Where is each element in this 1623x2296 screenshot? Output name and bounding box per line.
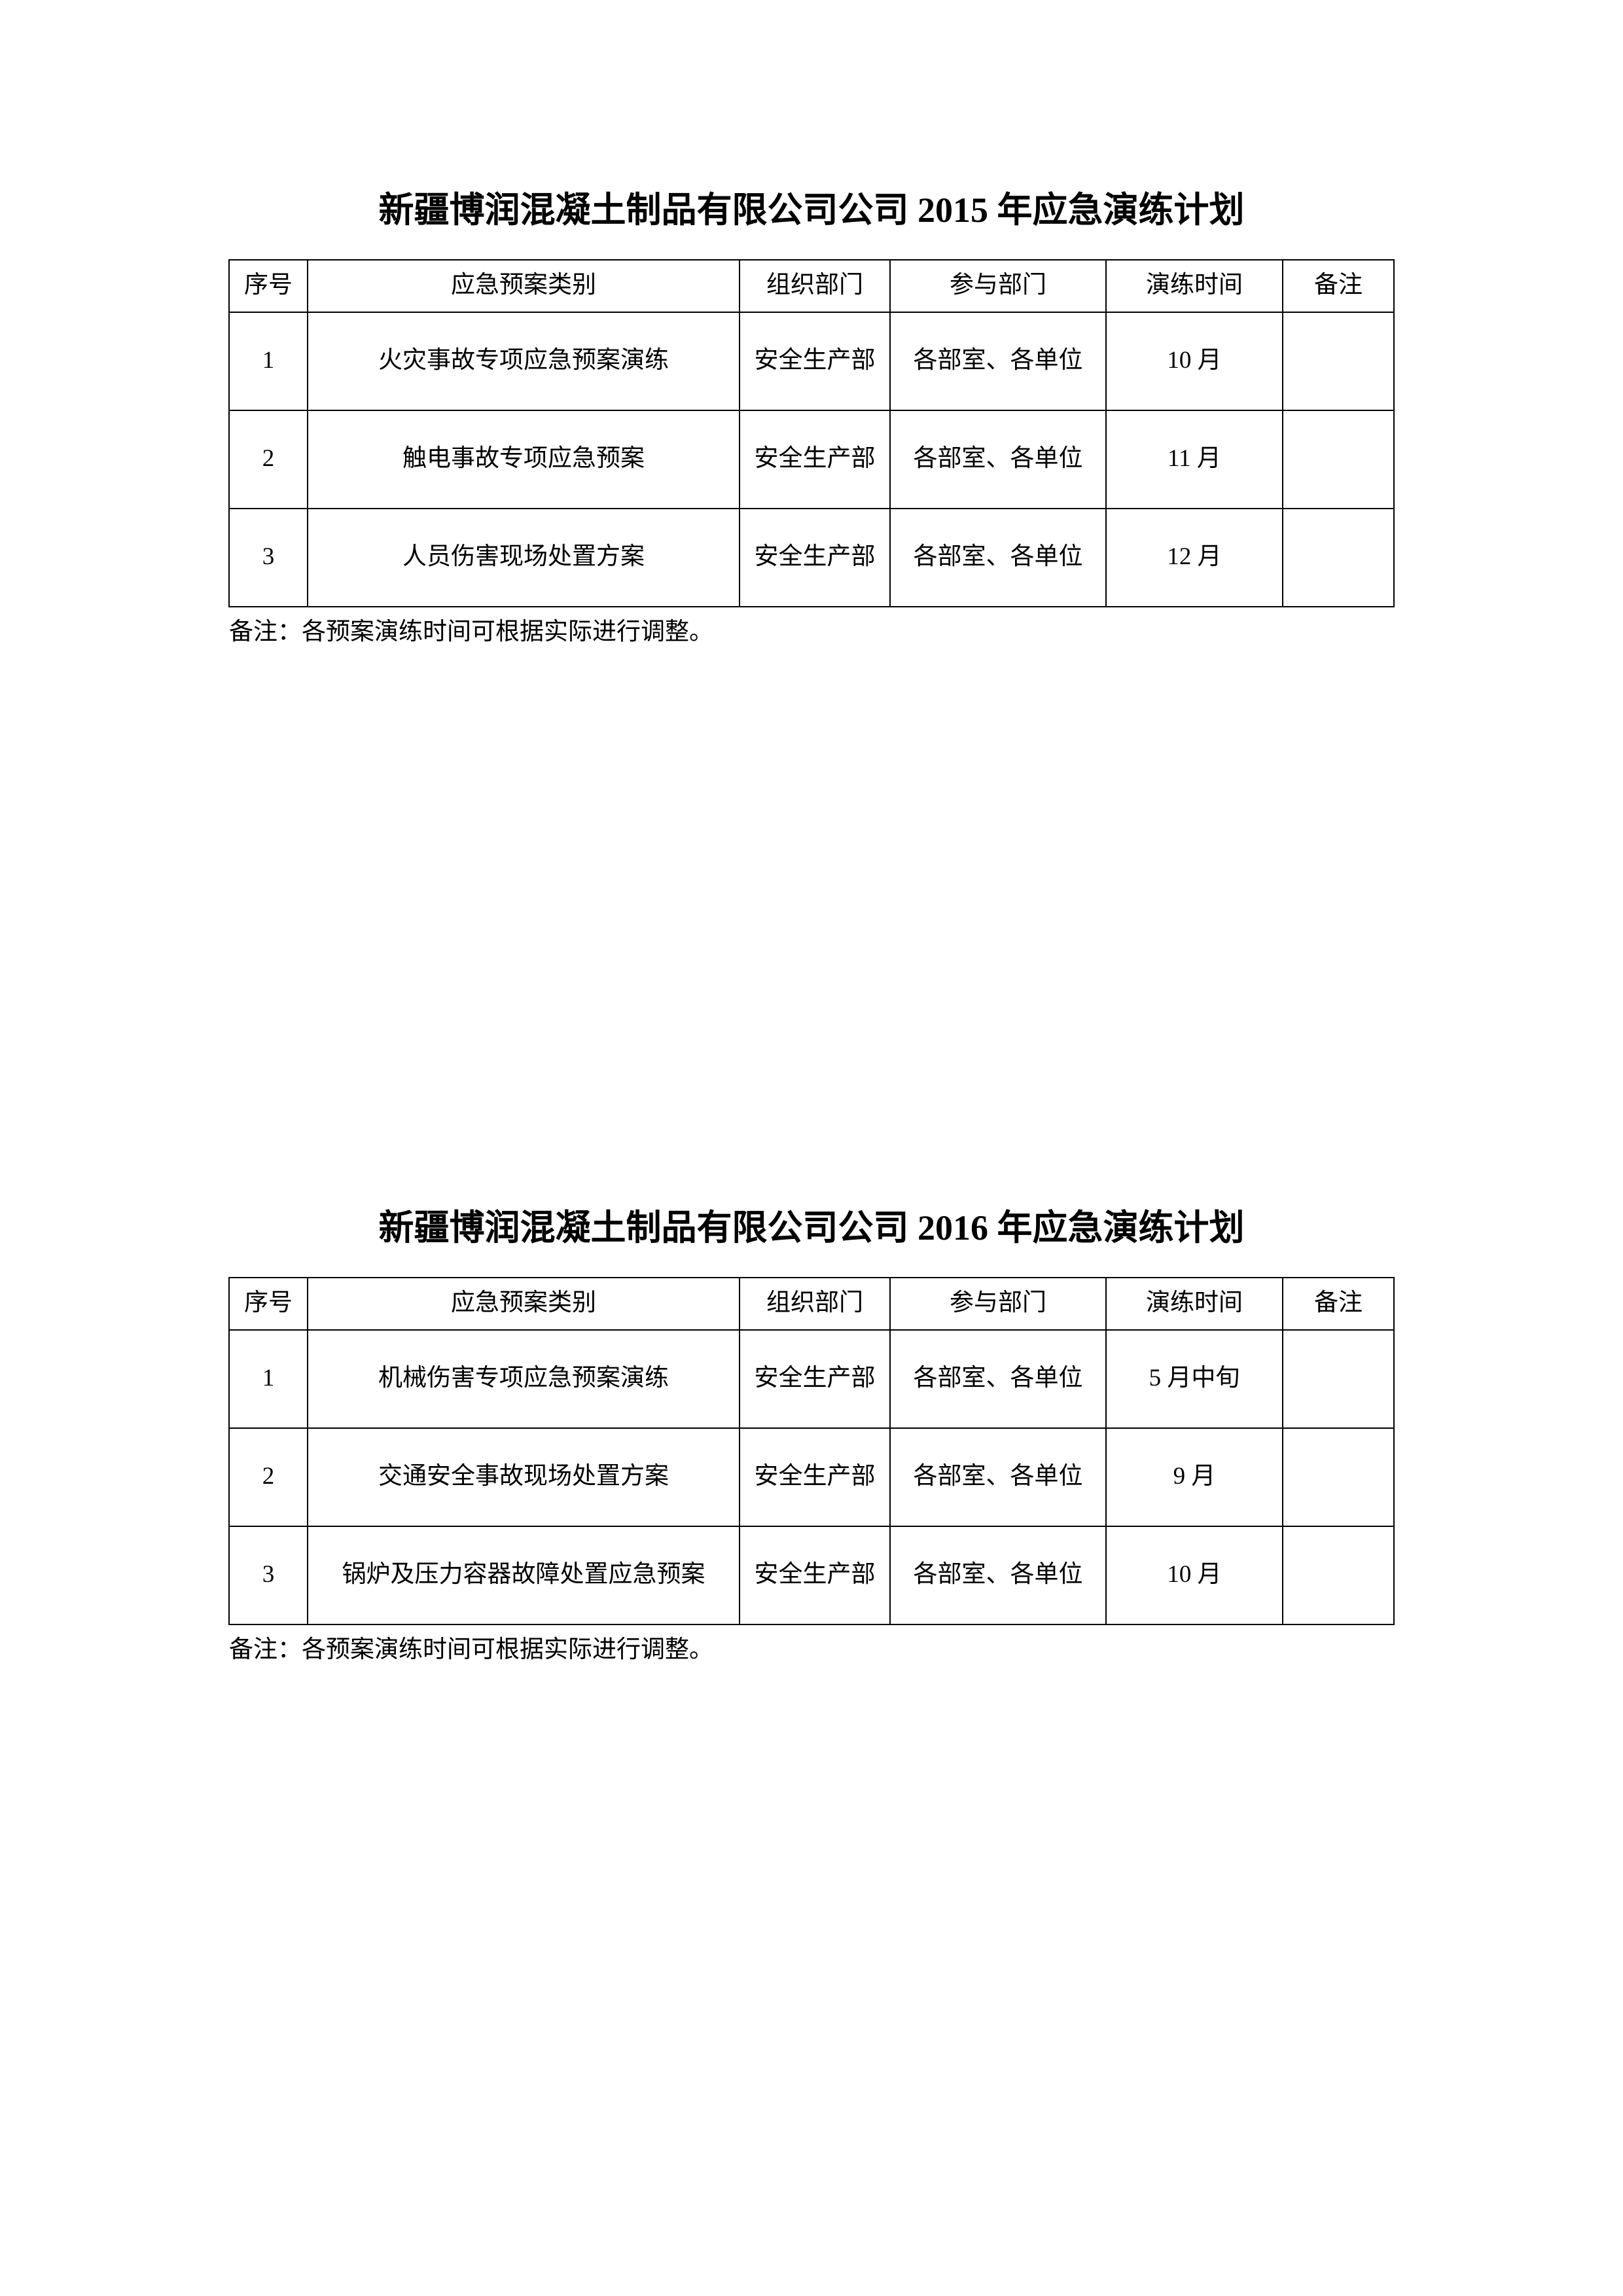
cell-remark [1282, 1427, 1395, 1527]
cell-participants: 各部室、各单位 [889, 1329, 1107, 1429]
cell-drill-time: 10 月 [1105, 311, 1283, 411]
cell-organizer: 安全生产部 [739, 311, 891, 411]
cell-plan-type: 交通安全事故现场处置方案 [307, 1427, 740, 1527]
table-body: 1 火灾事故专项应急预案演练 安全生产部 各部室、各单位 10 月 2 触电事故… [228, 311, 1395, 607]
cell-remark [1282, 311, 1395, 411]
cell-organizer: 安全生产部 [739, 507, 891, 607]
column-header-remark: 备注 [1282, 259, 1395, 313]
cell-participants: 各部室、各单位 [889, 1525, 1107, 1625]
page-title-2016: 新疆博润混凝土制品有限公司公司 2016 年应急演练计划 [378, 1208, 1245, 1247]
cell-index: 1 [228, 1329, 308, 1429]
table-body: 1 机械伤害专项应急预案演练 安全生产部 各部室、各单位 5 月中旬 2 交通安… [228, 1329, 1395, 1625]
cell-index: 2 [228, 1427, 308, 1527]
cell-organizer: 安全生产部 [739, 1427, 891, 1527]
cell-participants: 各部室、各单位 [889, 1427, 1107, 1527]
table-header-row: 序号 应急预案类别 组织部门 参与部门 演练时间 备注 [228, 1276, 1395, 1331]
column-header-remark: 备注 [1282, 1276, 1395, 1331]
column-header-plan-type: 应急预案类别 [307, 259, 740, 313]
cell-plan-type: 锅炉及压力容器故障处置应急预案 [307, 1525, 740, 1625]
cell-drill-time: 10 月 [1105, 1525, 1283, 1625]
table-header-row: 序号 应急预案类别 组织部门 参与部门 演练时间 备注 [228, 259, 1395, 313]
cell-index: 3 [228, 507, 308, 607]
column-header-organizer: 组织部门 [739, 1276, 891, 1331]
plan-section-2016: 新疆博润混凝土制品有限公司公司 2016 年应急演练计划 序号 应急预案类别 组… [151, 1208, 1472, 1667]
cell-plan-type: 人员伤害现场处置方案 [307, 507, 740, 607]
cell-remark [1282, 507, 1395, 607]
table-row: 2 触电事故专项应急预案 安全生产部 各部室、各单位 11 月 [228, 409, 1395, 509]
cell-organizer: 安全生产部 [739, 1525, 891, 1625]
table-header: 序号 应急预案类别 组织部门 参与部门 演练时间 备注 [228, 1276, 1395, 1331]
column-header-drill-time: 演练时间 [1105, 1276, 1283, 1331]
table-row: 1 机械伤害专项应急预案演练 安全生产部 各部室、各单位 5 月中旬 [228, 1329, 1395, 1429]
cell-participants: 各部室、各单位 [889, 507, 1107, 607]
cell-organizer: 安全生产部 [739, 409, 891, 509]
page-title-2015: 新疆博润混凝土制品有限公司公司 2015 年应急演练计划 [378, 190, 1245, 230]
table-row: 3 人员伤害现场处置方案 安全生产部 各部室、各单位 12 月 [228, 507, 1395, 607]
plan-section-2015: 新疆博润混凝土制品有限公司公司 2015 年应急演练计划 序号 应急预案类别 组… [151, 190, 1472, 649]
table-row: 3 锅炉及压力容器故障处置应急预案 安全生产部 各部室、各单位 10 月 [228, 1525, 1395, 1625]
cell-index: 3 [228, 1525, 308, 1625]
table-footnote-2015: 备注：各预案演练时间可根据实际进行调整。 [229, 618, 713, 645]
cell-plan-type: 机械伤害专项应急预案演练 [307, 1329, 740, 1429]
cell-remark [1282, 409, 1395, 509]
cell-index: 2 [228, 409, 308, 509]
cell-drill-time: 5 月中旬 [1105, 1329, 1283, 1429]
cell-organizer: 安全生产部 [739, 1329, 891, 1429]
cell-participants: 各部室、各单位 [889, 311, 1107, 411]
column-header-organizer: 组织部门 [739, 259, 891, 313]
column-header-participants: 参与部门 [889, 1276, 1107, 1331]
column-header-drill-time: 演练时间 [1105, 259, 1283, 313]
table-row: 2 交通安全事故现场处置方案 安全生产部 各部室、各单位 9 月 [228, 1427, 1395, 1527]
cell-drill-time: 12 月 [1105, 507, 1283, 607]
column-header-participants: 参与部门 [889, 259, 1107, 313]
table-footnote-2016: 备注：各预案演练时间可根据实际进行调整。 [229, 1636, 713, 1663]
emergency-drill-plan-table-2016: 序号 应急预案类别 组织部门 参与部门 演练时间 备注 1 机械伤害专项应急预案… [228, 1276, 1395, 1625]
cell-remark [1282, 1525, 1395, 1625]
table-row: 1 火灾事故专项应急预案演练 安全生产部 各部室、各单位 10 月 [228, 311, 1395, 411]
emergency-drill-plan-table-2015: 序号 应急预案类别 组织部门 参与部门 演练时间 备注 1 火灾事故专项应急预案… [228, 259, 1395, 607]
column-header-index: 序号 [228, 1276, 308, 1331]
column-header-index: 序号 [228, 259, 308, 313]
cell-index: 1 [228, 311, 308, 411]
table-header: 序号 应急预案类别 组织部门 参与部门 演练时间 备注 [228, 259, 1395, 313]
cell-remark [1282, 1329, 1395, 1429]
cell-plan-type: 触电事故专项应急预案 [307, 409, 740, 509]
cell-drill-time: 11 月 [1105, 409, 1283, 509]
column-header-plan-type: 应急预案类别 [307, 1276, 740, 1331]
cell-plan-type: 火灾事故专项应急预案演练 [307, 311, 740, 411]
cell-participants: 各部室、各单位 [889, 409, 1107, 509]
cell-drill-time: 9 月 [1105, 1427, 1283, 1527]
